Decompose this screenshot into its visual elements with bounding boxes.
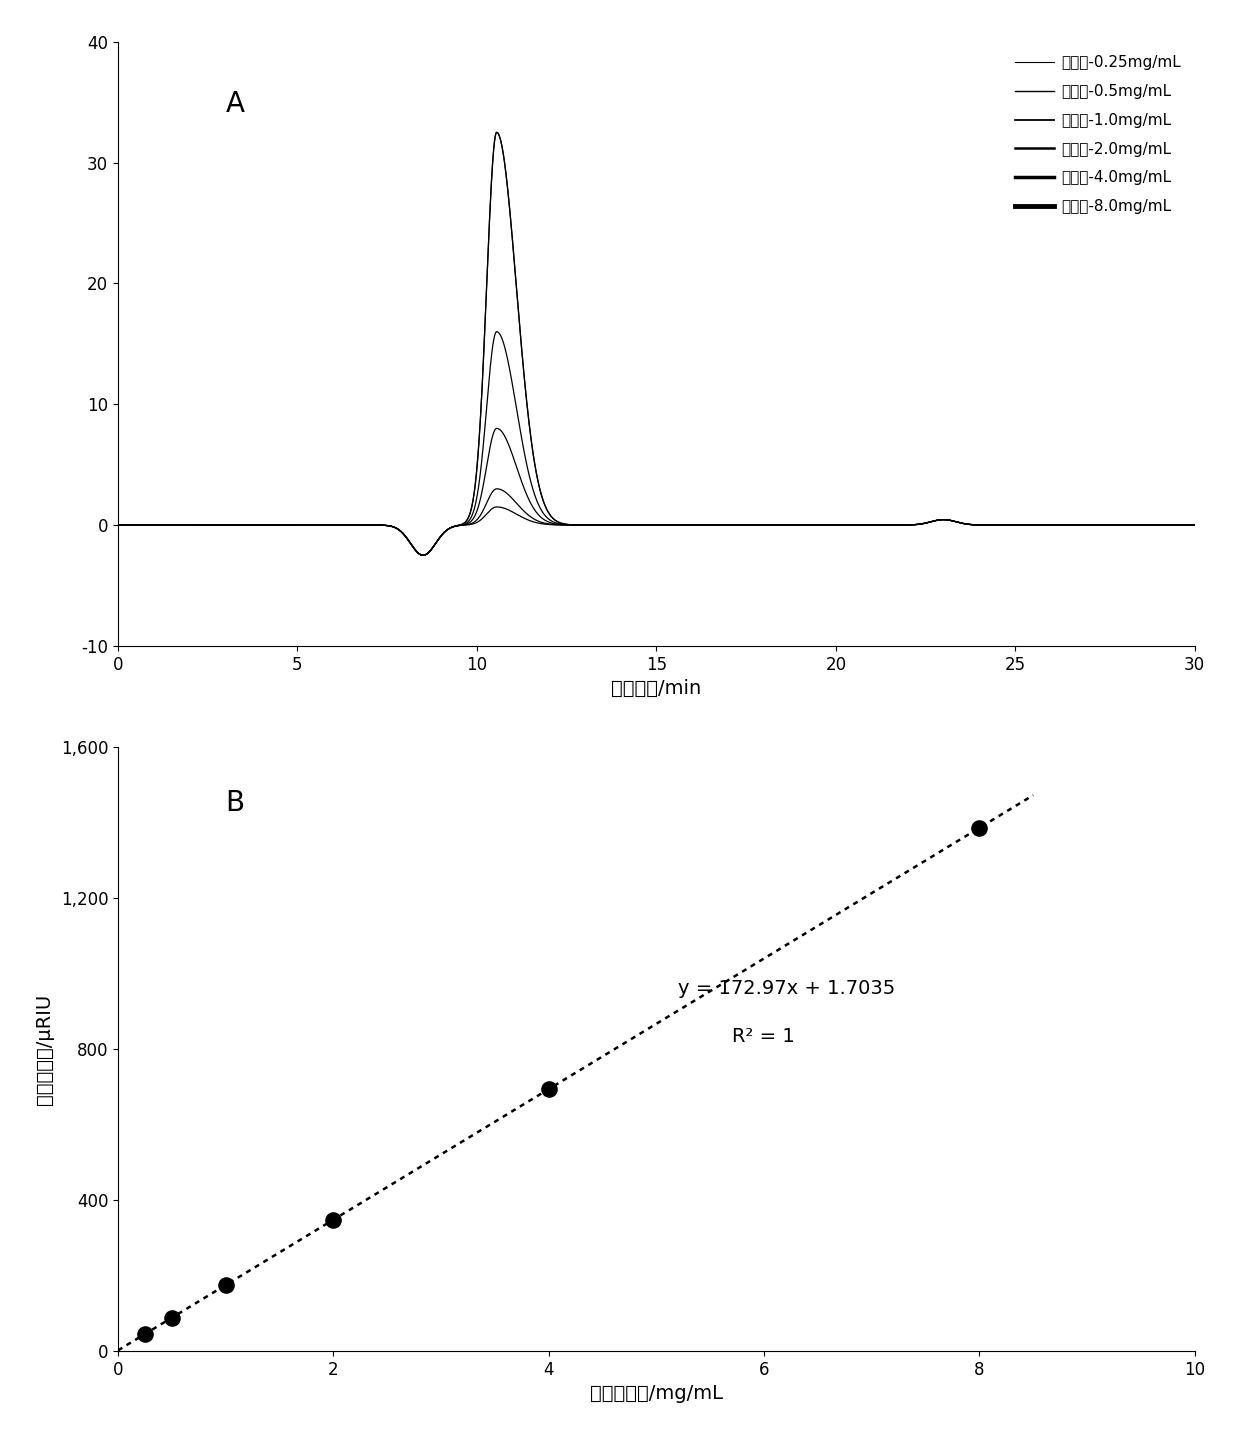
Point [538,1077,558,1100]
Point [324,1208,343,1231]
Point [970,817,990,840]
Point [216,1274,236,1297]
Point [135,1323,155,1346]
X-axis label: 洗脱时间/min: 洗脱时间/min [611,679,702,699]
Point [162,1306,182,1329]
Text: B: B [226,789,244,817]
Text: R² = 1: R² = 1 [732,1027,795,1047]
Text: y = 172.97x + 1.7035: y = 172.97x + 1.7035 [678,979,895,998]
X-axis label: 葡萄糖浓度/mg/mL: 葡萄糖浓度/mg/mL [590,1385,723,1403]
Y-axis label: 色谱峰面积/μRIU: 色谱峰面积/μRIU [35,994,53,1104]
Text: A: A [226,91,244,118]
Legend: 葡萄糖-0.25mg/mL, 葡萄糖-0.5mg/mL, 葡萄糖-1.0mg/mL, 葡萄糖-2.0mg/mL, 葡萄糖-4.0mg/mL, 葡萄糖-8.0mg: 葡萄糖-0.25mg/mL, 葡萄糖-0.5mg/mL, 葡萄糖-1.0mg/m… [1009,49,1187,220]
